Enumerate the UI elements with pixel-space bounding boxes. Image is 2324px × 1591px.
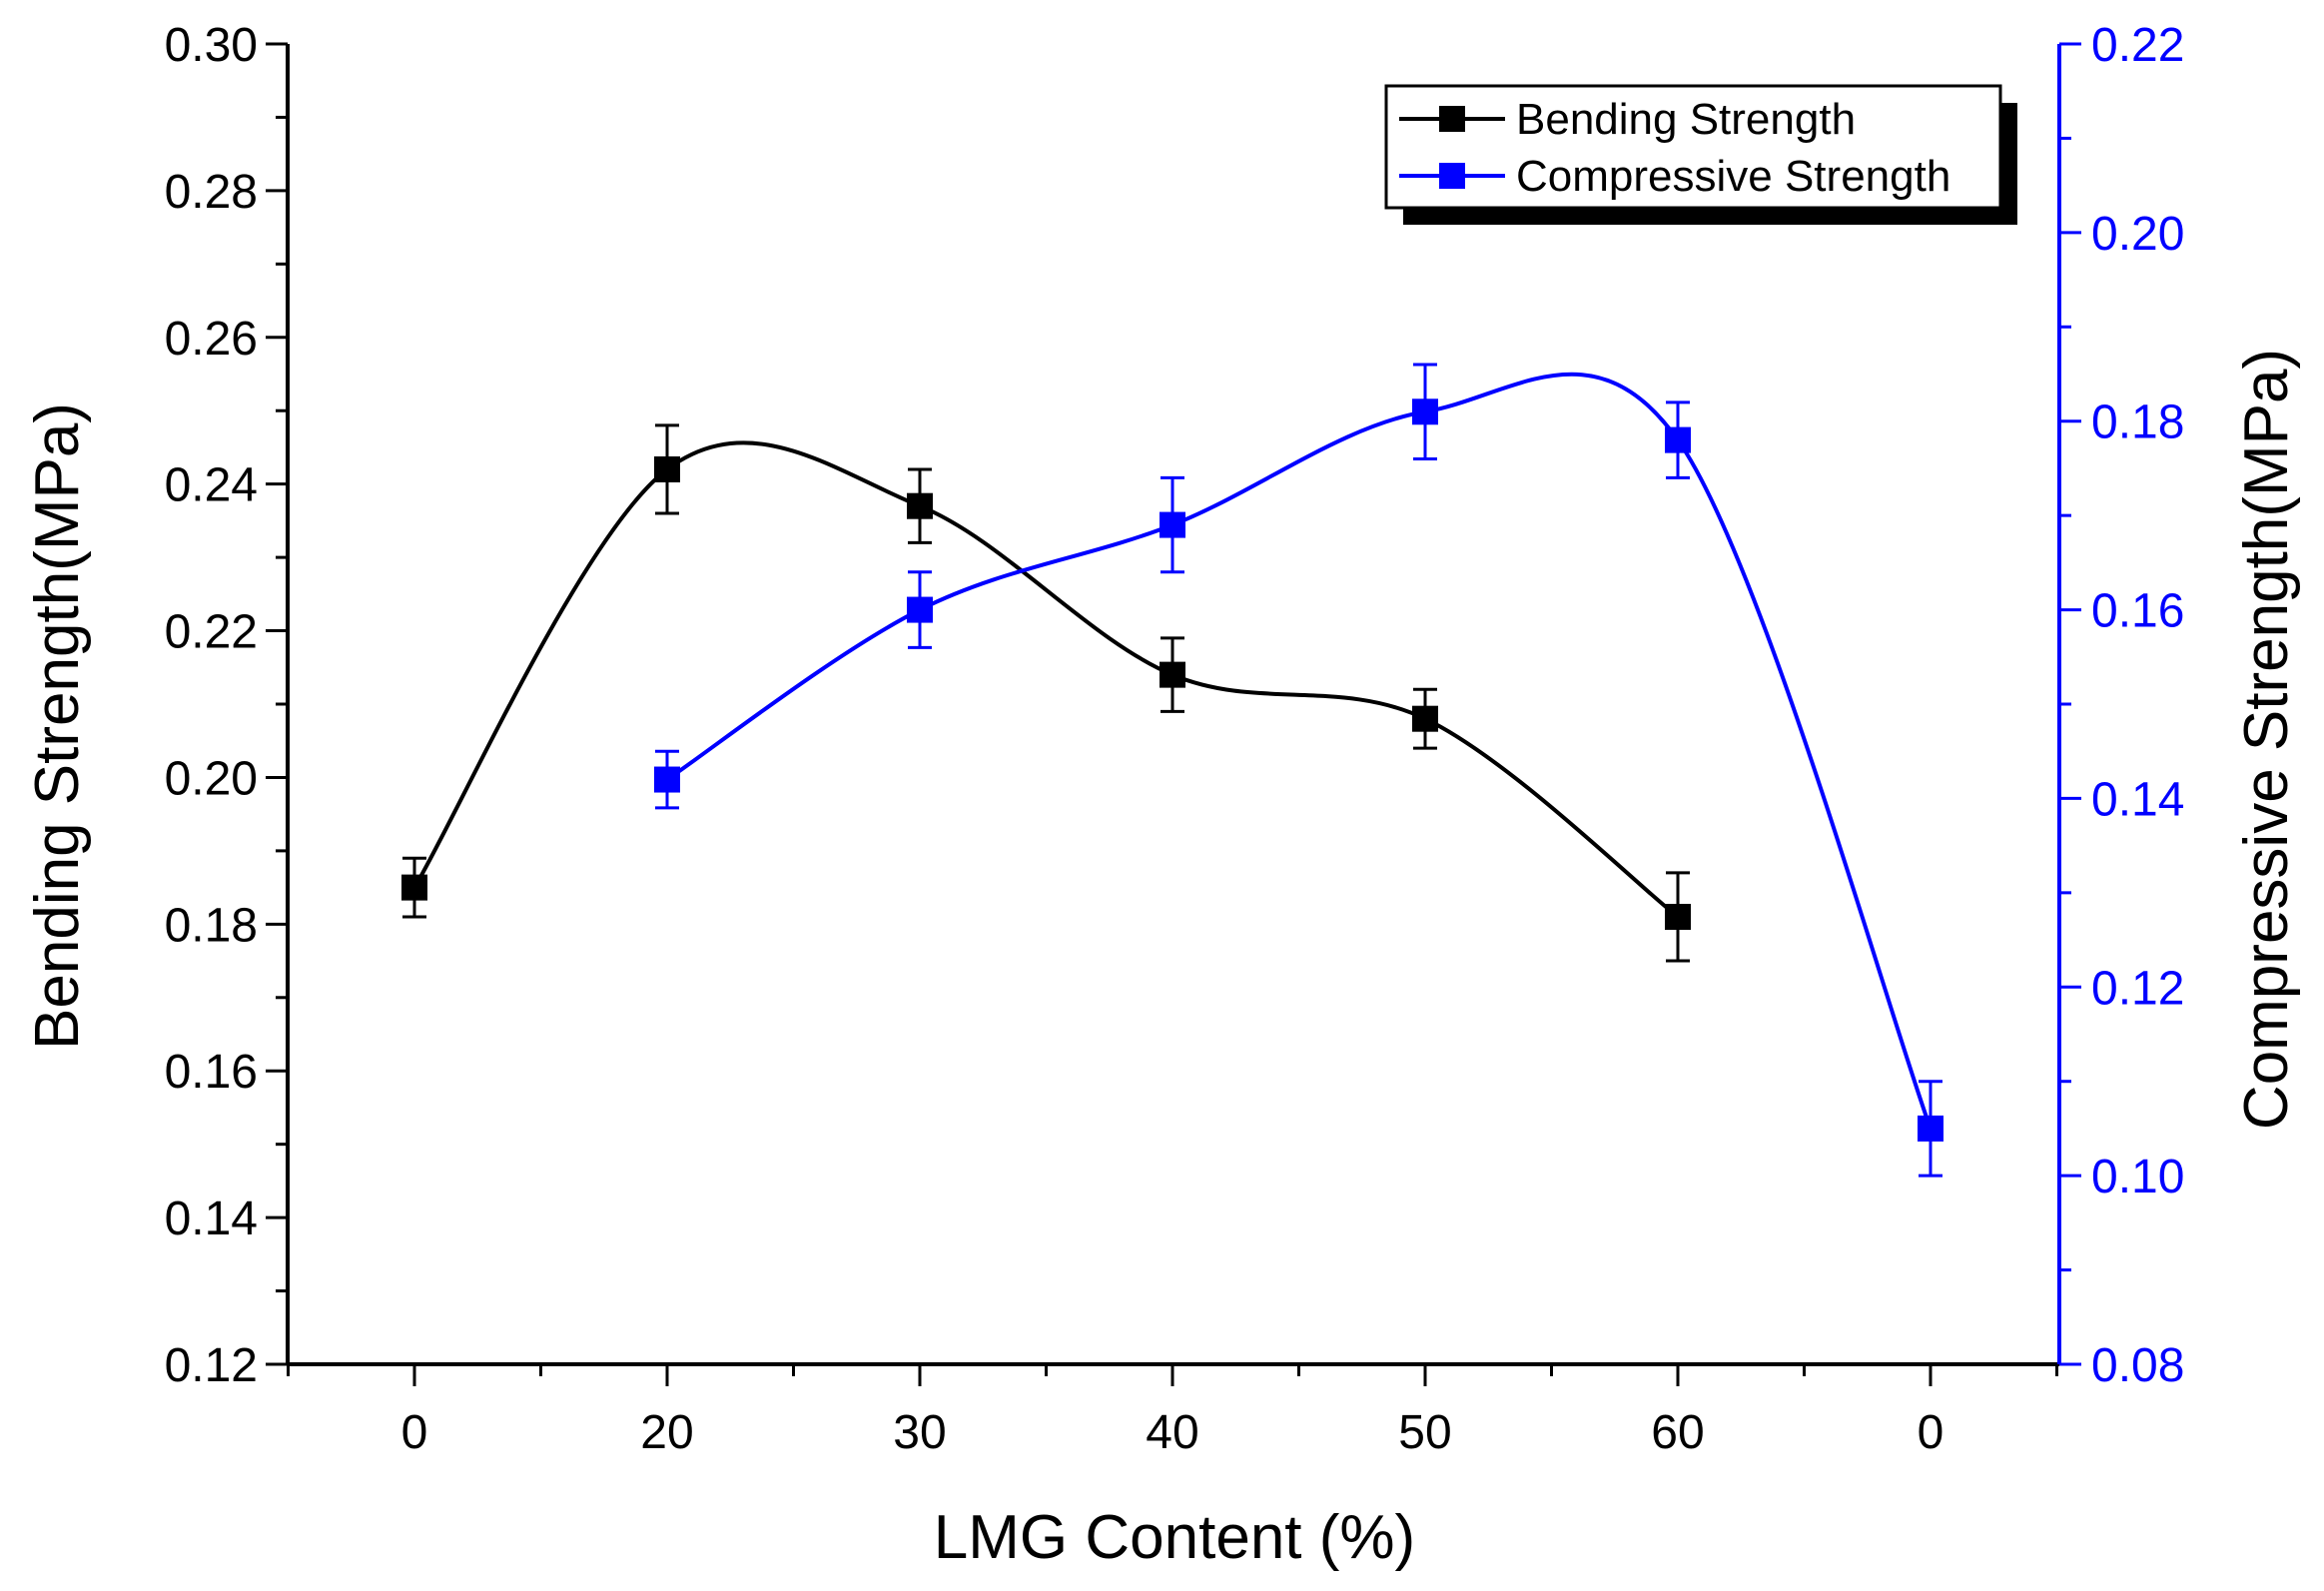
data-point-marker [1918, 1115, 1943, 1142]
data-point-marker [1160, 661, 1185, 688]
axes [266, 42, 2081, 1386]
data-point-marker [654, 455, 680, 482]
data-point-marker [1665, 426, 1691, 453]
legend: Bending Strength Compressive Strength [1384, 84, 2017, 225]
y-left-tick-label: 0.24 [165, 459, 258, 512]
y-right-tick-label: 0.10 [2091, 1151, 2184, 1203]
x-tick-label: 0 [1918, 1406, 1944, 1459]
y-right-tick-label: 0.22 [2091, 19, 2184, 72]
data-point-marker [907, 596, 933, 623]
y-left-tick-label: 0.20 [165, 752, 258, 805]
y-left-tick-label: 0.14 [165, 1193, 258, 1245]
data-point-marker [1412, 705, 1438, 732]
y-left-axis-title: Bending Strength(MPa) [23, 402, 92, 1050]
y-right-axis-title: Compressive Strength(MPa) [2232, 349, 2301, 1130]
y-left-tick-label: 0.28 [165, 166, 258, 219]
legend-label-compressive: Compressive Strength [1516, 152, 1950, 201]
x-tick-label: 0 [401, 1406, 428, 1459]
y-left-tick-label: 0.22 [165, 606, 258, 659]
y-right-tick-label: 0.14 [2091, 773, 2184, 826]
data-point-marker [1160, 511, 1185, 538]
x-tick-label: 60 [1651, 1406, 1704, 1459]
x-tick-label: 20 [640, 1406, 693, 1459]
error-bars [402, 363, 1942, 1178]
series-line-0 [412, 440, 1680, 919]
y-left-tick-label: 0.26 [165, 313, 258, 366]
x-tick-label: 50 [1398, 1406, 1451, 1459]
y-right-tick-label: 0.20 [2091, 208, 2184, 261]
data-point-marker [1665, 903, 1691, 930]
markers [401, 398, 1943, 1142]
legend-marker-bending [1439, 106, 1465, 132]
x-axis-title: LMG Content (%) [934, 1503, 1415, 1572]
series-line-1 [665, 372, 1933, 1130]
y-right-tick-label: 0.16 [2091, 585, 2184, 638]
x-tick-label: 30 [893, 1406, 946, 1459]
y-left-tick-label: 0.16 [165, 1046, 258, 1099]
data-point-marker [401, 874, 427, 901]
y-left-tick-label: 0.12 [165, 1339, 258, 1392]
y-right-tick-label: 0.08 [2091, 1339, 2184, 1392]
legend-box [1384, 84, 2002, 210]
y-right-tick-label: 0.12 [2091, 962, 2184, 1015]
data-point-marker [654, 766, 680, 793]
legend-label-bending: Bending Strength [1516, 95, 1856, 144]
y-right-tick-label: 0.18 [2091, 397, 2184, 449]
y-left-tick-label: 0.30 [165, 19, 258, 72]
legend-marker-compressive [1439, 163, 1465, 189]
tick-labels: 0 20 30 40 50 60 0 0.12 0.14 0.16 0.18 0.20 0.22 0.24… [165, 19, 2185, 1459]
data-point-marker [907, 492, 933, 519]
x-tick-label: 40 [1146, 1406, 1198, 1459]
y-left-tick-label: 0.18 [165, 899, 258, 952]
data-point-marker [1412, 398, 1438, 425]
